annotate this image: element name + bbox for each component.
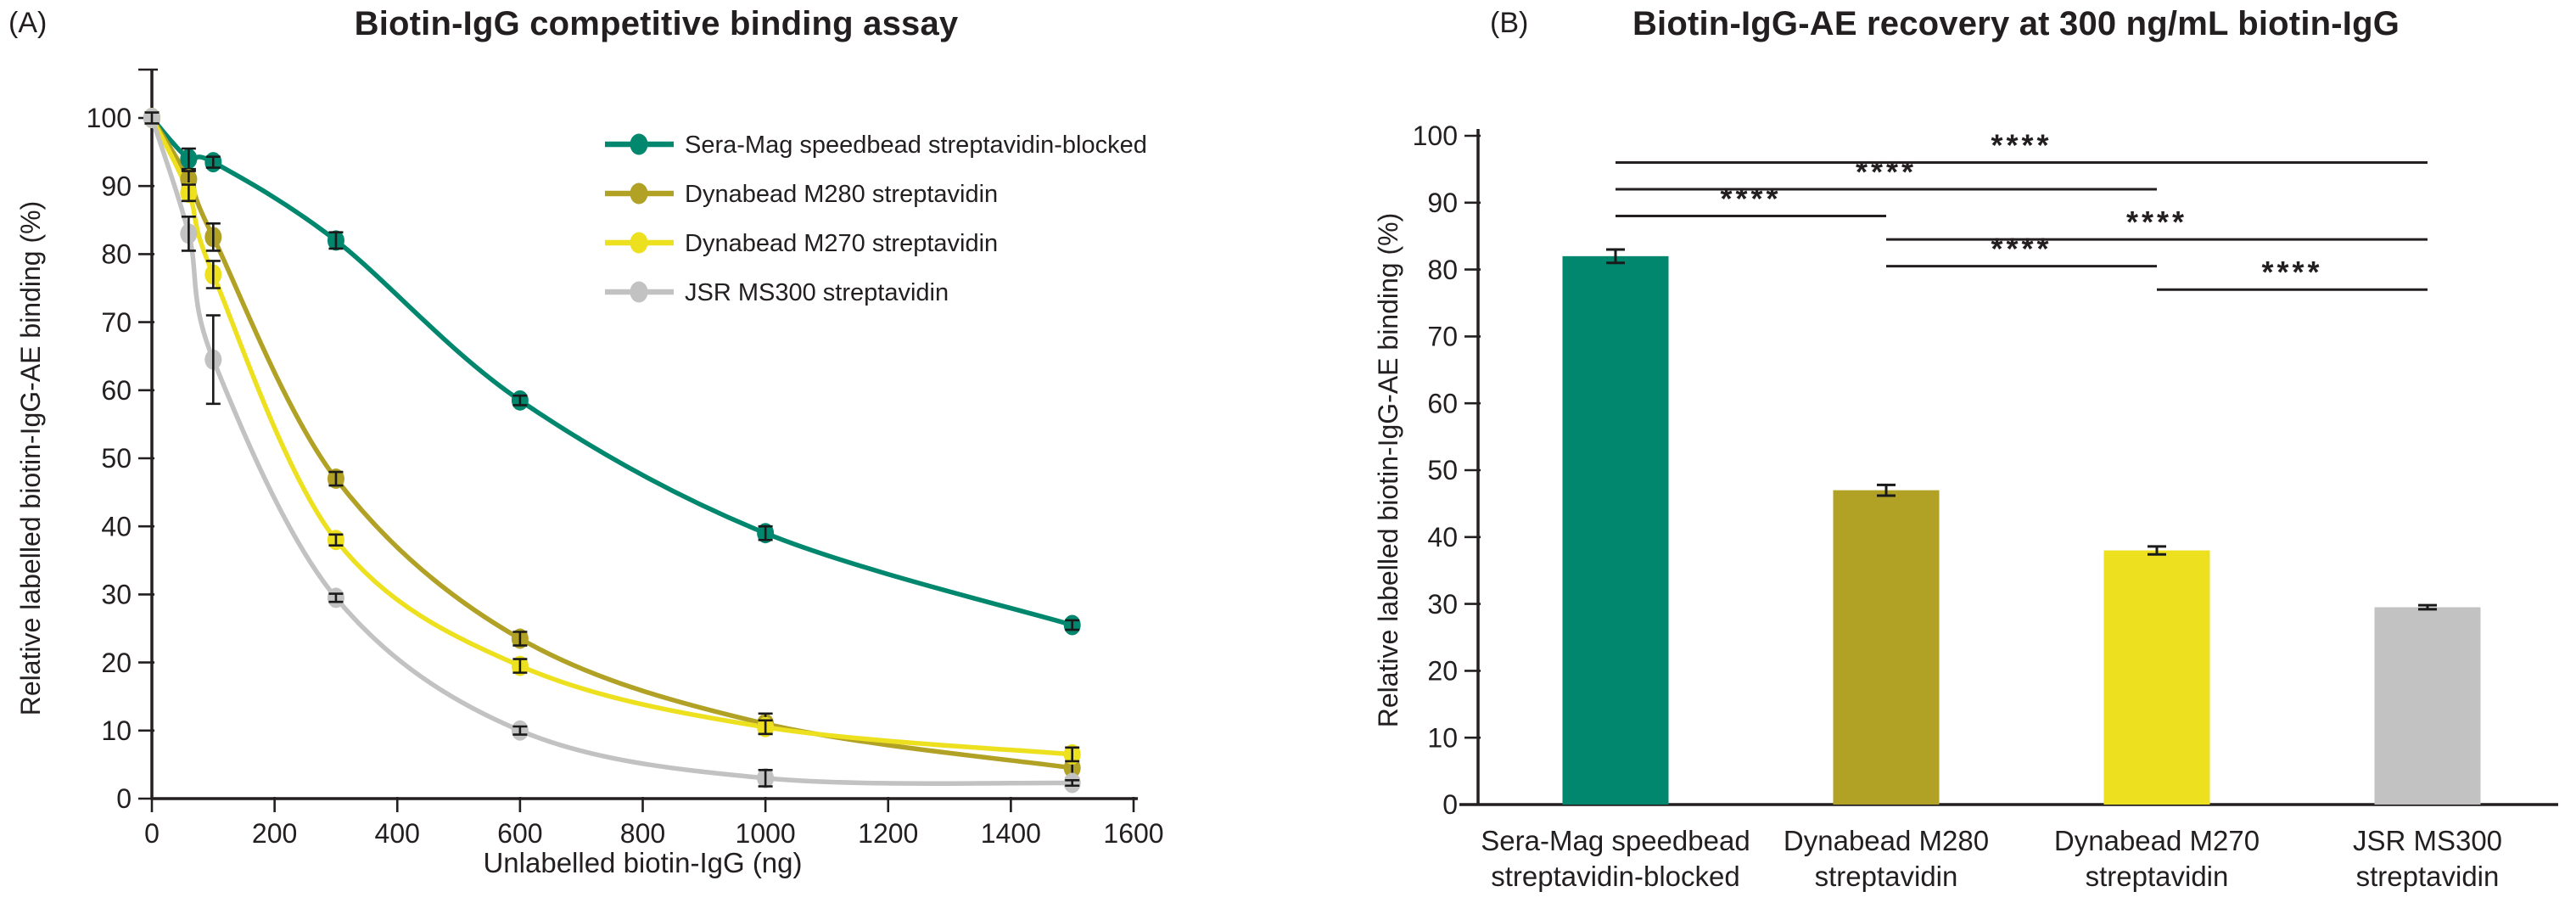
legend-marker	[630, 182, 648, 205]
significance-bracket-0: ****	[1616, 128, 2428, 165]
series-errorbars-3	[144, 111, 1080, 788]
bar-1	[1833, 490, 1940, 805]
panel-b-y-ticks: 0 10 20 30 40 50 60 70 80 90 100	[1413, 121, 1481, 820]
x-tick-label: 200	[252, 818, 297, 849]
bar-0	[1562, 255, 1669, 805]
y-tick-label: 10	[101, 715, 132, 746]
legend-label: Dynabead M280 streptavidin	[685, 181, 998, 208]
legend-marker	[630, 281, 648, 303]
panel-b-title: Biotin-IgG-AE recovery at 300 ng/mL biot…	[1632, 5, 2400, 42]
category-label-1: Dynabead M280 streptavidin	[1784, 825, 1989, 892]
legend-label: Dynabead M270 streptavidin	[685, 230, 998, 257]
significance-bracket-1: ****	[1616, 154, 2157, 191]
x-tick-label: 1200	[858, 818, 918, 849]
significance-bracket-5: ****	[2157, 255, 2428, 291]
legend-label: Sera-Mag speedbead streptavidin-blocked	[685, 132, 1147, 159]
y-tick-label: 90	[101, 171, 132, 201]
significance-stars: ****	[1991, 232, 2052, 266]
panel-a-letter: (A)	[8, 7, 48, 39]
category-label-0: Sera-Mag speedbead streptavidin-blocked	[1481, 825, 1750, 892]
series-errorbars-2	[144, 111, 1080, 763]
y-tick-label: 70	[101, 307, 132, 338]
legend-item-0: Sera-Mag speedbead streptavidin-blocked	[605, 132, 1147, 159]
series-curve	[149, 115, 1075, 786]
x-tick-label: 1000	[736, 818, 796, 849]
legend-item-1: Dynabead M280 streptavidin	[605, 181, 998, 208]
panel-a-y-ticks: 0 10 20 30 40 50 60 70 80 90 100	[87, 103, 154, 814]
series-curve	[149, 115, 1075, 757]
y-tick-label: 10	[1427, 722, 1458, 753]
panel-a-legend: Sera-Mag speedbead streptavidin-blocked D…	[605, 132, 1147, 306]
legend-item-3: JSR MS300 streptavidin	[605, 279, 949, 306]
x-tick-label: 400	[375, 818, 420, 849]
legend-marker	[630, 232, 648, 254]
x-tick-label: 1400	[981, 818, 1041, 849]
y-tick-label: 60	[1427, 388, 1458, 418]
bar-3	[2374, 607, 2481, 805]
y-tick-label: 90	[1427, 188, 1458, 218]
y-tick-label: 100	[1413, 121, 1458, 151]
y-tick-label: 0	[116, 783, 132, 814]
y-tick-label: 40	[101, 511, 132, 541]
series-markers-1	[143, 108, 1081, 778]
y-tick-label: 30	[1427, 589, 1458, 620]
significance-stars: ****	[1856, 154, 1917, 189]
panel-b-category-labels: Sera-Mag speedbead streptavidin-blocked Dy…	[1481, 825, 2502, 892]
panel-a-x-ticks: 0 200 400 600 800 1000 1200 1400 1600	[144, 797, 1164, 849]
significance-stars: ****	[2126, 205, 2187, 239]
y-tick-label: 50	[1427, 455, 1458, 485]
x-tick-label: 0	[144, 818, 160, 849]
y-tick-label: 70	[1427, 322, 1458, 352]
series-line-2	[149, 115, 1075, 757]
bar-2	[2103, 550, 2210, 805]
panel-a-title: Biotin-IgG competitive binding assay	[354, 5, 959, 42]
x-tick-label: 600	[497, 818, 542, 849]
significance-stars: ****	[1991, 128, 2052, 163]
y-tick-label: 40	[1427, 522, 1458, 552]
y-tick-label: 20	[101, 648, 132, 678]
category-label-2: Dynabead M270 streptavidin	[2054, 825, 2260, 892]
y-tick-label: 20	[1427, 656, 1458, 687]
x-tick-label: 1600	[1103, 818, 1163, 849]
panel-b-letter: (B)	[1490, 7, 1529, 39]
category-label-3: JSR MS300 streptavidin	[2353, 825, 2502, 892]
significance-bracket-2: ****	[1616, 182, 1886, 218]
panel-a-x-axis-label: Unlabelled biotin-IgG (ng)	[483, 847, 803, 878]
significance-stars: ****	[1720, 182, 1781, 216]
legend-item-2: Dynabead M270 streptavidin	[605, 230, 998, 257]
panel-a-axes	[138, 68, 1139, 800]
y-tick-label: 30	[101, 580, 132, 610]
panel-b-significance: **** **** **** **** **** ****	[1616, 128, 2428, 291]
significance-bracket-4: ****	[1886, 232, 2157, 268]
x-tick-label: 800	[620, 818, 665, 849]
series-line-1	[149, 115, 1075, 771]
y-tick-label: 50	[101, 443, 132, 474]
panel-b-bars	[1562, 255, 2481, 805]
legend-label: JSR MS300 streptavidin	[685, 279, 949, 306]
y-tick-label: 100	[87, 103, 132, 133]
series-curve	[149, 115, 1075, 771]
panel-b-errorbars	[1606, 248, 2437, 611]
series-line-3	[149, 115, 1075, 786]
legend-marker	[630, 133, 648, 155]
y-tick-label: 0	[1442, 789, 1458, 820]
y-tick-label: 80	[101, 239, 132, 270]
y-tick-label: 80	[1427, 255, 1458, 285]
significance-stars: ****	[2261, 255, 2322, 289]
y-tick-label: 60	[101, 375, 132, 406]
significance-bracket-3: ****	[1886, 205, 2428, 241]
